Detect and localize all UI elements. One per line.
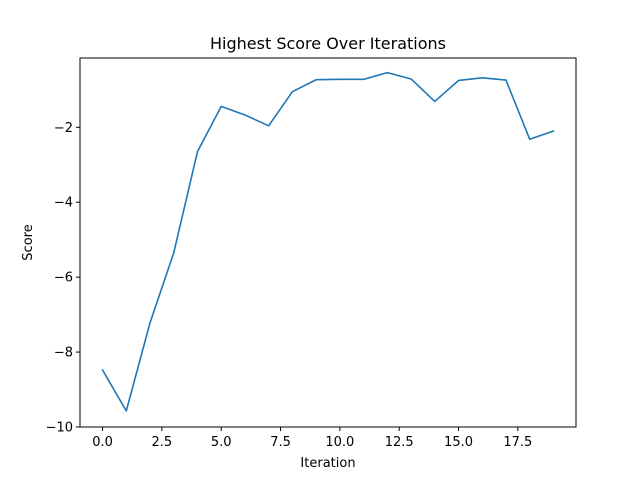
x-axis-label: Iteration [300,456,355,471]
y-tick-label: −6 [54,271,73,286]
y-tick-label: −8 [54,346,73,361]
y-tick-label: −4 [54,196,73,211]
y-axis-label: Score [21,224,36,260]
x-tick-label: 10.0 [325,435,354,450]
x-tick-label: 0.0 [92,435,113,450]
x-tick-label: 2.5 [152,435,173,450]
plot-area [80,58,576,427]
x-tick-label: 17.5 [503,435,532,450]
x-tick-label: 15.0 [444,435,473,450]
x-tick-label: 5.0 [211,435,232,450]
x-tick-label: 12.5 [385,435,414,450]
chart-title: Highest Score Over Iterations [210,34,446,53]
x-tick-label: 7.5 [270,435,291,450]
y-tick-label: −2 [54,121,73,136]
y-tick-label: −10 [46,421,73,436]
